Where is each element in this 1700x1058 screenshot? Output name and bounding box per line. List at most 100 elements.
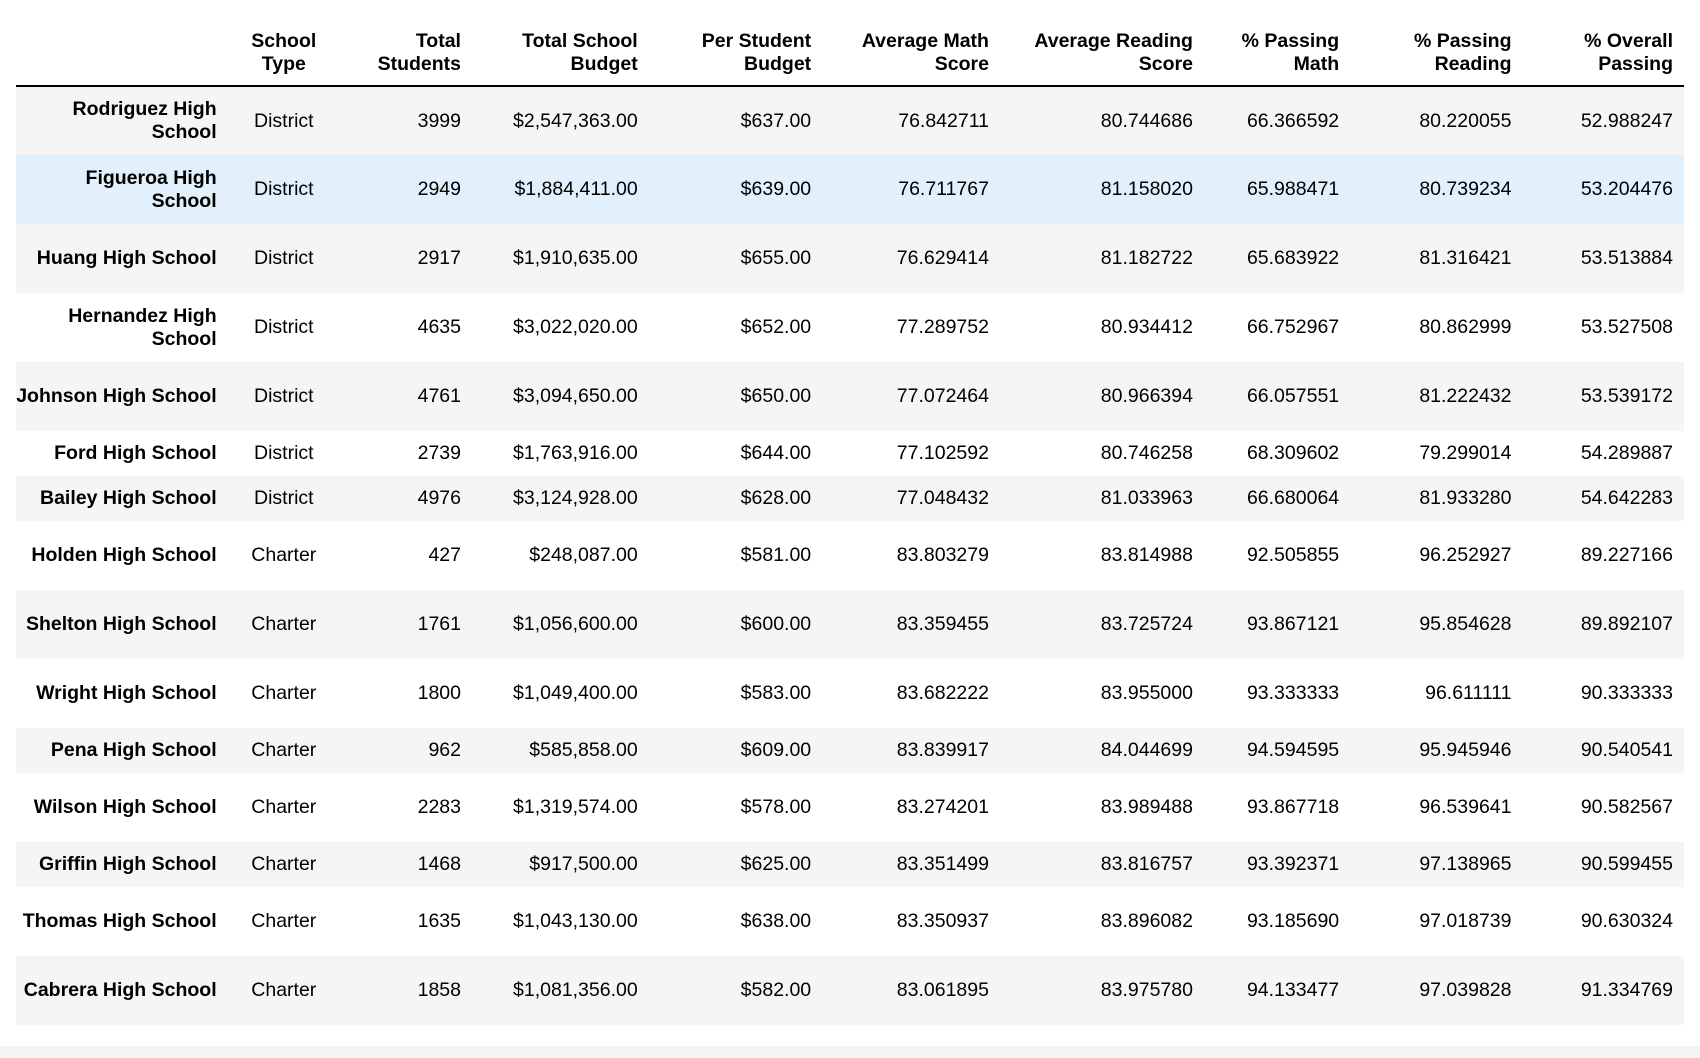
- table-cell: District: [254, 247, 314, 269]
- table-cell: 93.867718: [1246, 796, 1340, 818]
- table-cell: 84.044699: [1100, 739, 1193, 761]
- table-cell: 90.333333: [1580, 682, 1673, 704]
- table-cell: 83.682222: [896, 682, 989, 704]
- column-header: School Type: [227, 20, 340, 87]
- table-cell: 97.018739: [1419, 910, 1512, 932]
- row-index-label: Ford High School: [54, 442, 217, 464]
- table-cell: 89.227166: [1580, 544, 1673, 566]
- column-header: % Passing Math: [1203, 20, 1351, 87]
- table-cell: 1635: [417, 910, 461, 932]
- table-cell: 80.862999: [1419, 316, 1512, 338]
- table-row: Rodriguez High School District 3999 $2,547,…: [16, 86, 1684, 155]
- table-cell: 95.854628: [1419, 613, 1512, 635]
- table-cell: 66.752967: [1246, 316, 1340, 338]
- table-cell: Charter: [251, 979, 317, 1001]
- table-cell: $628.00: [740, 487, 812, 509]
- table-cell: Charter: [251, 796, 317, 818]
- table-cell: District: [254, 109, 314, 132]
- table-cell: 54.642283: [1580, 487, 1673, 509]
- row-index-label: Holden High School: [31, 544, 217, 566]
- table-cell: 68.309602: [1246, 442, 1340, 464]
- table-cell: $625.00: [740, 853, 812, 875]
- table-cell: 93.333333: [1246, 682, 1340, 704]
- table-cell: 81.182722: [1100, 247, 1193, 269]
- table-row: Holden High School Charter 427 $248,087.00 $…: [16, 521, 1684, 590]
- table-cell: $585,858.00: [529, 739, 638, 761]
- table-cell: $1,043,130.00: [513, 910, 638, 932]
- row-index-label: Griffin High School: [38, 853, 217, 875]
- table-cell: 91.334769: [1580, 979, 1673, 1001]
- table-cell: $582.00: [740, 979, 812, 1001]
- table-cell: $1,910,635.00: [513, 247, 638, 269]
- table-cell: 65.988471: [1246, 178, 1340, 200]
- table-cell: 97.039828: [1419, 979, 1512, 1001]
- table-cell: 54.289887: [1580, 442, 1673, 464]
- table-cell: 83.350937: [896, 910, 989, 932]
- table-cell: 83.816757: [1100, 853, 1193, 875]
- table-cell: 89.892107: [1580, 613, 1673, 635]
- table-cell: 77.289752: [896, 316, 989, 338]
- table-cell: 1761: [417, 613, 461, 635]
- table-cell: 962: [428, 739, 461, 761]
- table-cell: Charter: [251, 853, 317, 875]
- column-header: Average Reading Score: [999, 20, 1204, 87]
- table-cell: 2739: [417, 442, 461, 464]
- table-cell: 80.966394: [1100, 385, 1193, 407]
- column-header: Average Math Score: [822, 20, 1000, 87]
- table-cell: 76.842711: [898, 109, 989, 132]
- table-cell: $609.00: [740, 739, 812, 761]
- table-cell: $655.00: [740, 247, 812, 269]
- table-cell: 90.599455: [1580, 853, 1673, 875]
- table-row: Ford High School District 2739 $1,763,916.0…: [16, 431, 1684, 476]
- row-index-label: Wright High School: [36, 682, 217, 704]
- table-cell: 90.582567: [1580, 796, 1673, 818]
- table-row: Figueroa High School District 2949 $1,884,4…: [16, 155, 1684, 224]
- table-cell: 52.988247: [1580, 109, 1673, 132]
- table-cell: 53.204476: [1580, 178, 1673, 200]
- table-cell: 76.629414: [896, 247, 989, 269]
- table-cell: 3999: [417, 109, 461, 132]
- table-row: Hernandez High School District 4635 $3,022,…: [16, 293, 1684, 362]
- table-cell: District: [254, 178, 314, 200]
- table-cell: 93.867121: [1246, 613, 1340, 635]
- row-index-label: Thomas High School: [22, 910, 217, 932]
- table-cell: 81.316421: [1419, 247, 1512, 269]
- table-cell: $644.00: [740, 442, 812, 464]
- table-cell: 83.359455: [896, 613, 989, 635]
- table-row: Shelton High School Charter 1761 $1,056,600…: [16, 590, 1684, 659]
- table-cell: $639.00: [740, 178, 812, 200]
- table-row: Huang High School District 2917 $1,910,635.…: [16, 224, 1684, 293]
- row-index-label: Rodriguez High School: [72, 98, 217, 143]
- table-cell: $1,056,600.00: [513, 613, 638, 635]
- table-cell: $2,547,363.00: [513, 109, 638, 132]
- table-cell: $917,500.00: [529, 853, 638, 875]
- table-header: School Type Total Students Total School …: [16, 20, 1684, 87]
- table-row: Wilson High School Charter 2283 $1,319,574.…: [16, 773, 1684, 842]
- table-cell: $248,087.00: [529, 544, 638, 566]
- table-cell: 81.933280: [1419, 487, 1512, 509]
- table-cell: 83.839917: [896, 739, 989, 761]
- row-index-label: Bailey High School: [40, 487, 217, 509]
- table-cell: 1800: [417, 682, 461, 704]
- table-cell: $1,049,400.00: [513, 682, 638, 704]
- table-cell: 93.185690: [1246, 910, 1340, 932]
- table-cell: Charter: [251, 613, 317, 635]
- index-header: [16, 20, 228, 87]
- table-cell: $583.00: [740, 682, 812, 704]
- table-cell: 53.513884: [1580, 247, 1673, 269]
- table-cell: Charter: [251, 739, 317, 761]
- table-row: Cabrera High School Charter 1858 $1,081,356…: [16, 956, 1684, 1025]
- table-cell: 83.814988: [1100, 544, 1193, 566]
- table-cell: 83.955000: [1100, 682, 1193, 704]
- table-cell: 53.527508: [1580, 316, 1673, 338]
- table-cell: 4976: [417, 487, 461, 509]
- row-index-label: Huang High School: [36, 247, 217, 269]
- table-row: Johnson High School District 4761 $3,094,65…: [16, 362, 1684, 431]
- column-header: Per Student Budget: [648, 20, 823, 87]
- column-header: % Overall Passing: [1522, 20, 1684, 87]
- table-cell: 66.366592: [1246, 109, 1340, 132]
- table-cell: 1858: [417, 979, 461, 1001]
- table-cell: 93.392371: [1246, 853, 1340, 875]
- table-cell: $638.00: [740, 910, 812, 932]
